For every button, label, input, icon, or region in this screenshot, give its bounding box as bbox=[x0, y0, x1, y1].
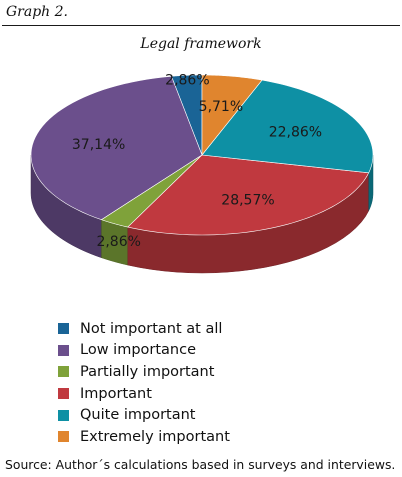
pie-slice bbox=[100, 154, 203, 228]
pie-slice bbox=[127, 154, 370, 236]
legend-item: Quite important bbox=[58, 404, 230, 426]
legend-swatch bbox=[58, 366, 69, 378]
pie-data-label: 22,86% bbox=[269, 125, 322, 141]
legend-label: Quite important bbox=[80, 407, 196, 424]
source-note: Source: Author´s calculations based in s… bbox=[5, 457, 396, 472]
legend-swatch bbox=[58, 409, 69, 421]
pie-tops bbox=[30, 74, 374, 236]
legend-swatch bbox=[58, 388, 69, 400]
pie-slice bbox=[201, 74, 263, 156]
pie-data-label: 37,14% bbox=[72, 137, 125, 153]
pie-labels: 2,86% 37,14% 2,86% 28,57% 22,86% 5,71% bbox=[72, 72, 322, 250]
legend-swatch bbox=[58, 323, 69, 335]
pie-data-label: 28,57% bbox=[221, 193, 274, 209]
legend: Not important at all Low importance Part… bbox=[58, 318, 230, 448]
graph-label: Graph 2. bbox=[6, 4, 69, 20]
legend-label: Extremely important bbox=[80, 428, 230, 445]
legend-item: Not important at all bbox=[58, 318, 230, 340]
legend-label: Low importance bbox=[80, 342, 197, 359]
legend-label: Important bbox=[80, 385, 152, 402]
pie-chart: 2,86% 37,14% 2,86% 28,57% 22,86% 5,71% bbox=[30, 72, 374, 274]
pie-slice bbox=[201, 79, 374, 174]
legend-swatch bbox=[58, 431, 69, 443]
top-rule bbox=[2, 25, 400, 26]
pie-slice bbox=[30, 75, 203, 221]
legend-label: Partially important bbox=[80, 363, 215, 380]
legend-item: Extremely important bbox=[58, 426, 230, 448]
pie-data-label: 2,86% bbox=[165, 72, 209, 88]
legend-item: Low importance bbox=[58, 340, 230, 362]
pie-data-label: 5,71% bbox=[199, 99, 243, 115]
pie-data-label: 2,86% bbox=[96, 234, 140, 250]
legend-label: Not important at all bbox=[80, 320, 223, 337]
chart-title: Legal framework bbox=[140, 36, 262, 52]
legend-item: Partially important bbox=[58, 361, 230, 383]
legend-item: Important bbox=[58, 383, 230, 405]
legend-swatch bbox=[58, 344, 69, 356]
